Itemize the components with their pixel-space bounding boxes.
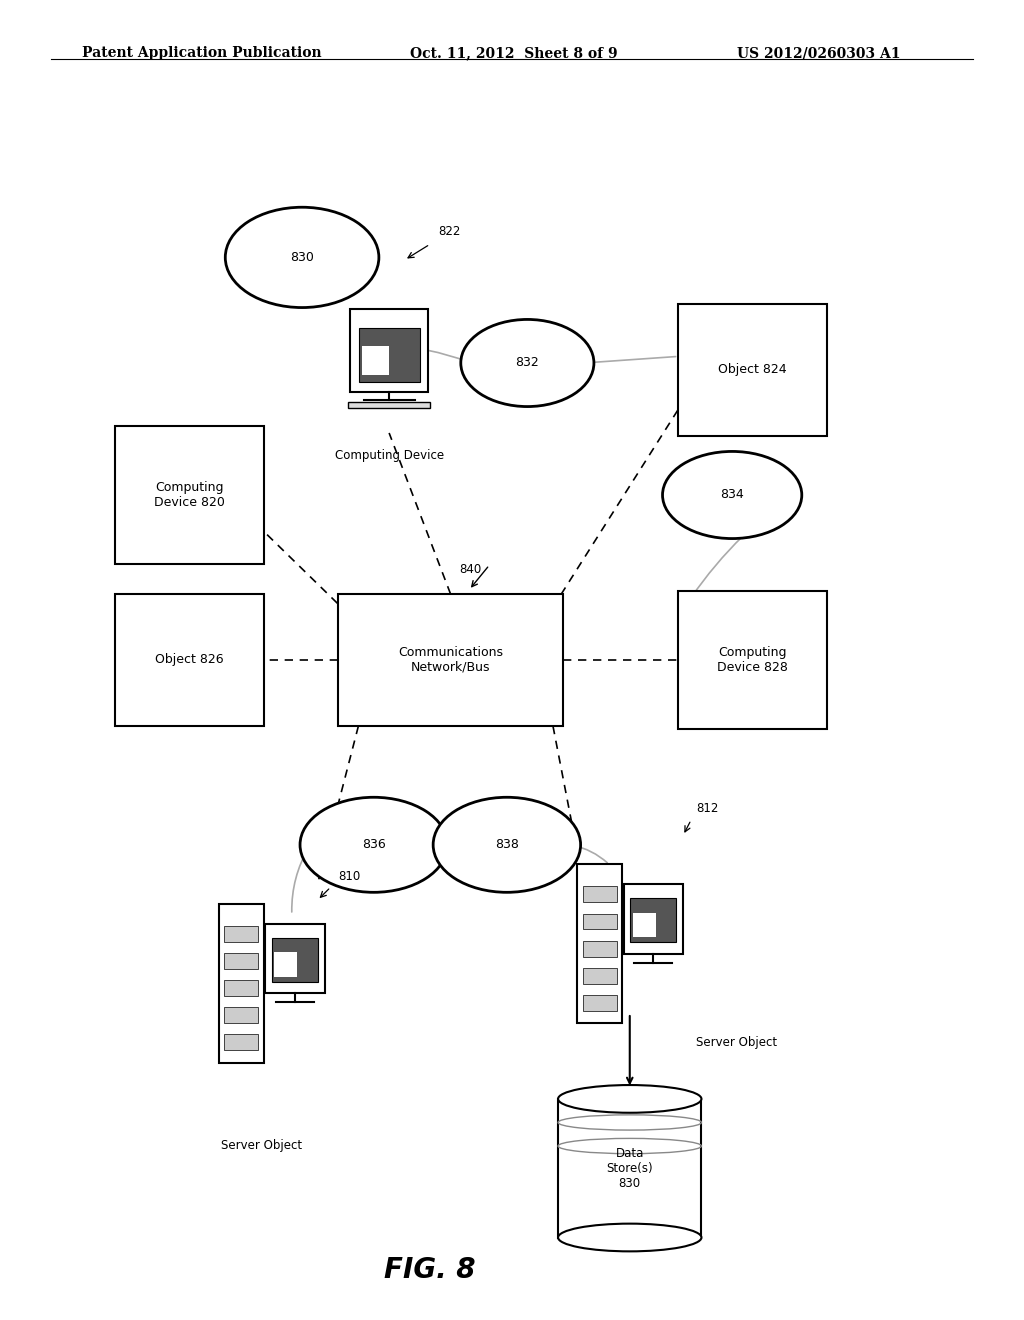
Text: Oct. 11, 2012  Sheet 8 of 9: Oct. 11, 2012 Sheet 8 of 9 [410, 46, 617, 61]
Text: Server Object: Server Object [696, 1036, 777, 1049]
FancyBboxPatch shape [583, 995, 616, 1011]
FancyBboxPatch shape [224, 981, 258, 997]
Ellipse shape [663, 451, 802, 539]
FancyBboxPatch shape [115, 594, 264, 726]
FancyBboxPatch shape [583, 968, 616, 983]
FancyBboxPatch shape [265, 924, 325, 993]
FancyBboxPatch shape [115, 425, 264, 565]
Text: 822: 822 [438, 224, 461, 238]
FancyBboxPatch shape [583, 887, 616, 903]
FancyBboxPatch shape [224, 927, 258, 942]
Ellipse shape [461, 319, 594, 407]
Text: 840: 840 [459, 562, 481, 576]
Text: Computing Device: Computing Device [335, 449, 443, 462]
Text: 832: 832 [515, 356, 540, 370]
Text: 812: 812 [696, 801, 719, 814]
Text: Object 824: Object 824 [718, 363, 787, 376]
FancyBboxPatch shape [624, 884, 683, 953]
FancyBboxPatch shape [678, 591, 827, 729]
FancyBboxPatch shape [558, 1098, 701, 1238]
Ellipse shape [300, 797, 447, 892]
Text: Server Object: Server Object [220, 1139, 302, 1152]
FancyBboxPatch shape [219, 904, 264, 1063]
FancyBboxPatch shape [224, 1035, 258, 1051]
Text: Communications
Network/Bus: Communications Network/Bus [398, 645, 503, 675]
FancyBboxPatch shape [224, 953, 258, 969]
FancyBboxPatch shape [633, 912, 655, 937]
Text: Object 826: Object 826 [155, 653, 224, 667]
Text: Computing
Device 828: Computing Device 828 [717, 645, 788, 675]
FancyBboxPatch shape [583, 941, 616, 957]
Text: 834: 834 [720, 488, 744, 502]
FancyBboxPatch shape [338, 594, 563, 726]
Ellipse shape [433, 797, 581, 892]
FancyBboxPatch shape [361, 346, 389, 375]
FancyBboxPatch shape [678, 304, 827, 436]
Text: US 2012/0260303 A1: US 2012/0260303 A1 [737, 46, 901, 61]
FancyBboxPatch shape [350, 309, 428, 392]
Text: 836: 836 [361, 838, 386, 851]
FancyBboxPatch shape [358, 329, 420, 381]
Text: Computing
Device 820: Computing Device 820 [154, 480, 225, 510]
FancyBboxPatch shape [348, 401, 430, 408]
Text: 830: 830 [290, 251, 314, 264]
Text: 810: 810 [338, 870, 360, 883]
FancyBboxPatch shape [583, 913, 616, 929]
Ellipse shape [225, 207, 379, 308]
Text: Data
Store(s)
830: Data Store(s) 830 [606, 1147, 653, 1189]
FancyBboxPatch shape [578, 865, 623, 1023]
FancyBboxPatch shape [224, 1007, 258, 1023]
FancyBboxPatch shape [631, 898, 677, 942]
Text: Patent Application Publication: Patent Application Publication [82, 46, 322, 61]
Ellipse shape [558, 1085, 701, 1113]
Text: 838: 838 [495, 838, 519, 851]
Text: FIG. 8: FIG. 8 [384, 1255, 476, 1284]
Ellipse shape [558, 1224, 701, 1251]
FancyBboxPatch shape [272, 937, 318, 982]
FancyBboxPatch shape [274, 952, 297, 977]
